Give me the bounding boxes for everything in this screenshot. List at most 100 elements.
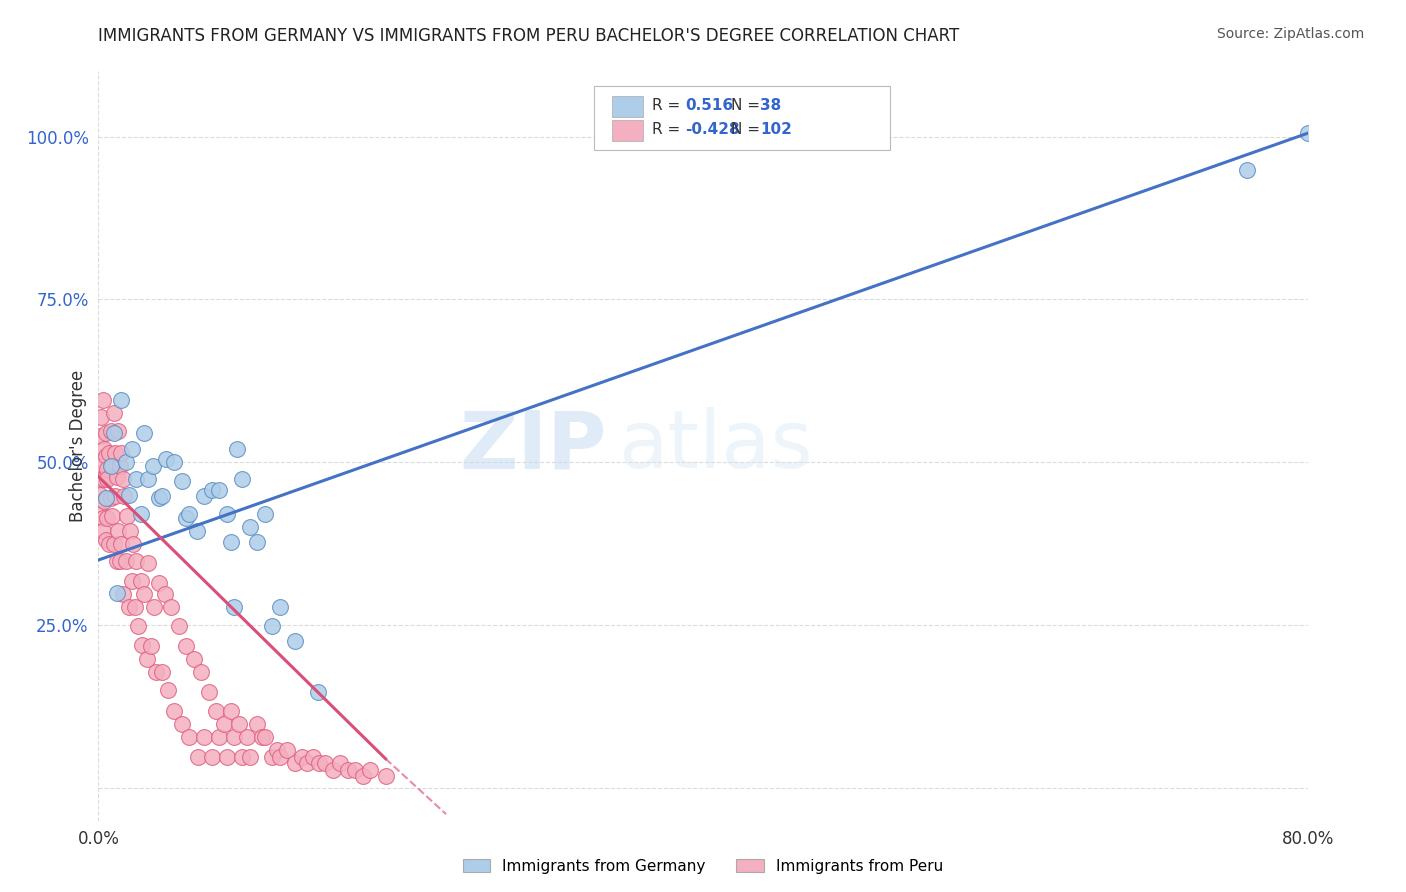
- Point: [262, 619, 284, 633]
- Point: [112, 489, 135, 503]
- Point: [163, 704, 186, 718]
- Point: [129, 574, 152, 588]
- Point: [100, 424, 122, 438]
- Point: [94, 449, 117, 463]
- Point: [143, 599, 166, 614]
- Point: [212, 717, 235, 731]
- Point: [250, 731, 273, 745]
- Point: [239, 520, 262, 534]
- Point: [336, 763, 359, 777]
- Point: [148, 491, 170, 505]
- Point: [89, 488, 111, 502]
- Point: [170, 717, 193, 731]
- Point: [215, 749, 238, 764]
- Point: [150, 489, 173, 503]
- Point: [90, 472, 112, 486]
- Point: [360, 763, 382, 777]
- Point: [295, 756, 318, 771]
- Point: [308, 756, 330, 771]
- Point: [284, 634, 307, 648]
- Point: [155, 452, 177, 467]
- Point: [105, 585, 128, 599]
- Point: [153, 587, 176, 601]
- Point: [114, 554, 136, 568]
- Point: [174, 639, 197, 653]
- Text: Source: ZipAtlas.com: Source: ZipAtlas.com: [1216, 27, 1364, 41]
- Point: [145, 665, 167, 679]
- Point: [205, 704, 228, 718]
- Point: [103, 406, 125, 420]
- Point: [253, 731, 276, 745]
- Point: [114, 455, 136, 469]
- Point: [1236, 163, 1258, 178]
- Point: [307, 684, 329, 698]
- Text: R =: R =: [652, 98, 685, 113]
- Point: [314, 756, 336, 771]
- FancyBboxPatch shape: [613, 96, 643, 117]
- Point: [246, 717, 269, 731]
- Text: 38: 38: [759, 98, 782, 113]
- Point: [374, 769, 396, 783]
- Text: 0.516: 0.516: [685, 98, 733, 113]
- FancyBboxPatch shape: [595, 87, 890, 150]
- Point: [108, 554, 131, 568]
- Point: [101, 458, 124, 473]
- Point: [101, 508, 124, 523]
- Point: [105, 554, 128, 568]
- Point: [224, 731, 246, 745]
- Text: ZIP: ZIP: [458, 407, 606, 485]
- Point: [100, 458, 122, 473]
- Point: [98, 445, 121, 459]
- Point: [239, 749, 262, 764]
- Text: IMMIGRANTS FROM GERMANY VS IMMIGRANTS FROM PERU BACHELOR'S DEGREE CORRELATION CH: IMMIGRANTS FROM GERMANY VS IMMIGRANTS FR…: [98, 27, 960, 45]
- Y-axis label: Bachelor's Degree: Bachelor's Degree: [69, 370, 87, 522]
- Point: [352, 769, 374, 783]
- Point: [108, 458, 131, 473]
- Point: [96, 510, 118, 524]
- Point: [104, 445, 127, 459]
- Point: [122, 537, 145, 551]
- Point: [125, 554, 148, 568]
- Point: [100, 491, 122, 505]
- Point: [107, 424, 129, 438]
- Point: [111, 472, 134, 486]
- Text: -0.428: -0.428: [685, 122, 740, 137]
- Point: [90, 409, 112, 424]
- Point: [221, 704, 243, 718]
- Point: [167, 619, 190, 633]
- Point: [110, 445, 132, 459]
- Point: [125, 472, 148, 486]
- Legend: Immigrants from Germany, Immigrants from Peru: Immigrants from Germany, Immigrants from…: [457, 853, 949, 880]
- Point: [221, 534, 243, 549]
- Point: [246, 534, 269, 549]
- Point: [141, 639, 163, 653]
- Point: [118, 488, 141, 502]
- Point: [93, 442, 115, 457]
- Point: [103, 425, 125, 440]
- Point: [193, 731, 215, 745]
- Text: atlas: atlas: [619, 407, 813, 485]
- Point: [190, 665, 212, 679]
- Point: [291, 749, 314, 764]
- Point: [91, 524, 114, 538]
- Point: [148, 575, 170, 590]
- Point: [104, 489, 127, 503]
- Point: [197, 684, 219, 698]
- Point: [132, 587, 155, 601]
- Point: [118, 599, 141, 614]
- Point: [93, 494, 115, 508]
- Point: [193, 489, 215, 503]
- Point: [228, 717, 250, 731]
- Point: [135, 652, 157, 666]
- Point: [174, 510, 197, 524]
- Point: [89, 458, 111, 473]
- Point: [208, 731, 231, 745]
- Point: [120, 524, 142, 538]
- Point: [179, 508, 201, 522]
- Point: [89, 429, 111, 443]
- Point: [226, 442, 249, 457]
- Point: [121, 442, 143, 457]
- Point: [94, 425, 117, 440]
- Text: N =: N =: [731, 122, 765, 137]
- Point: [329, 756, 352, 771]
